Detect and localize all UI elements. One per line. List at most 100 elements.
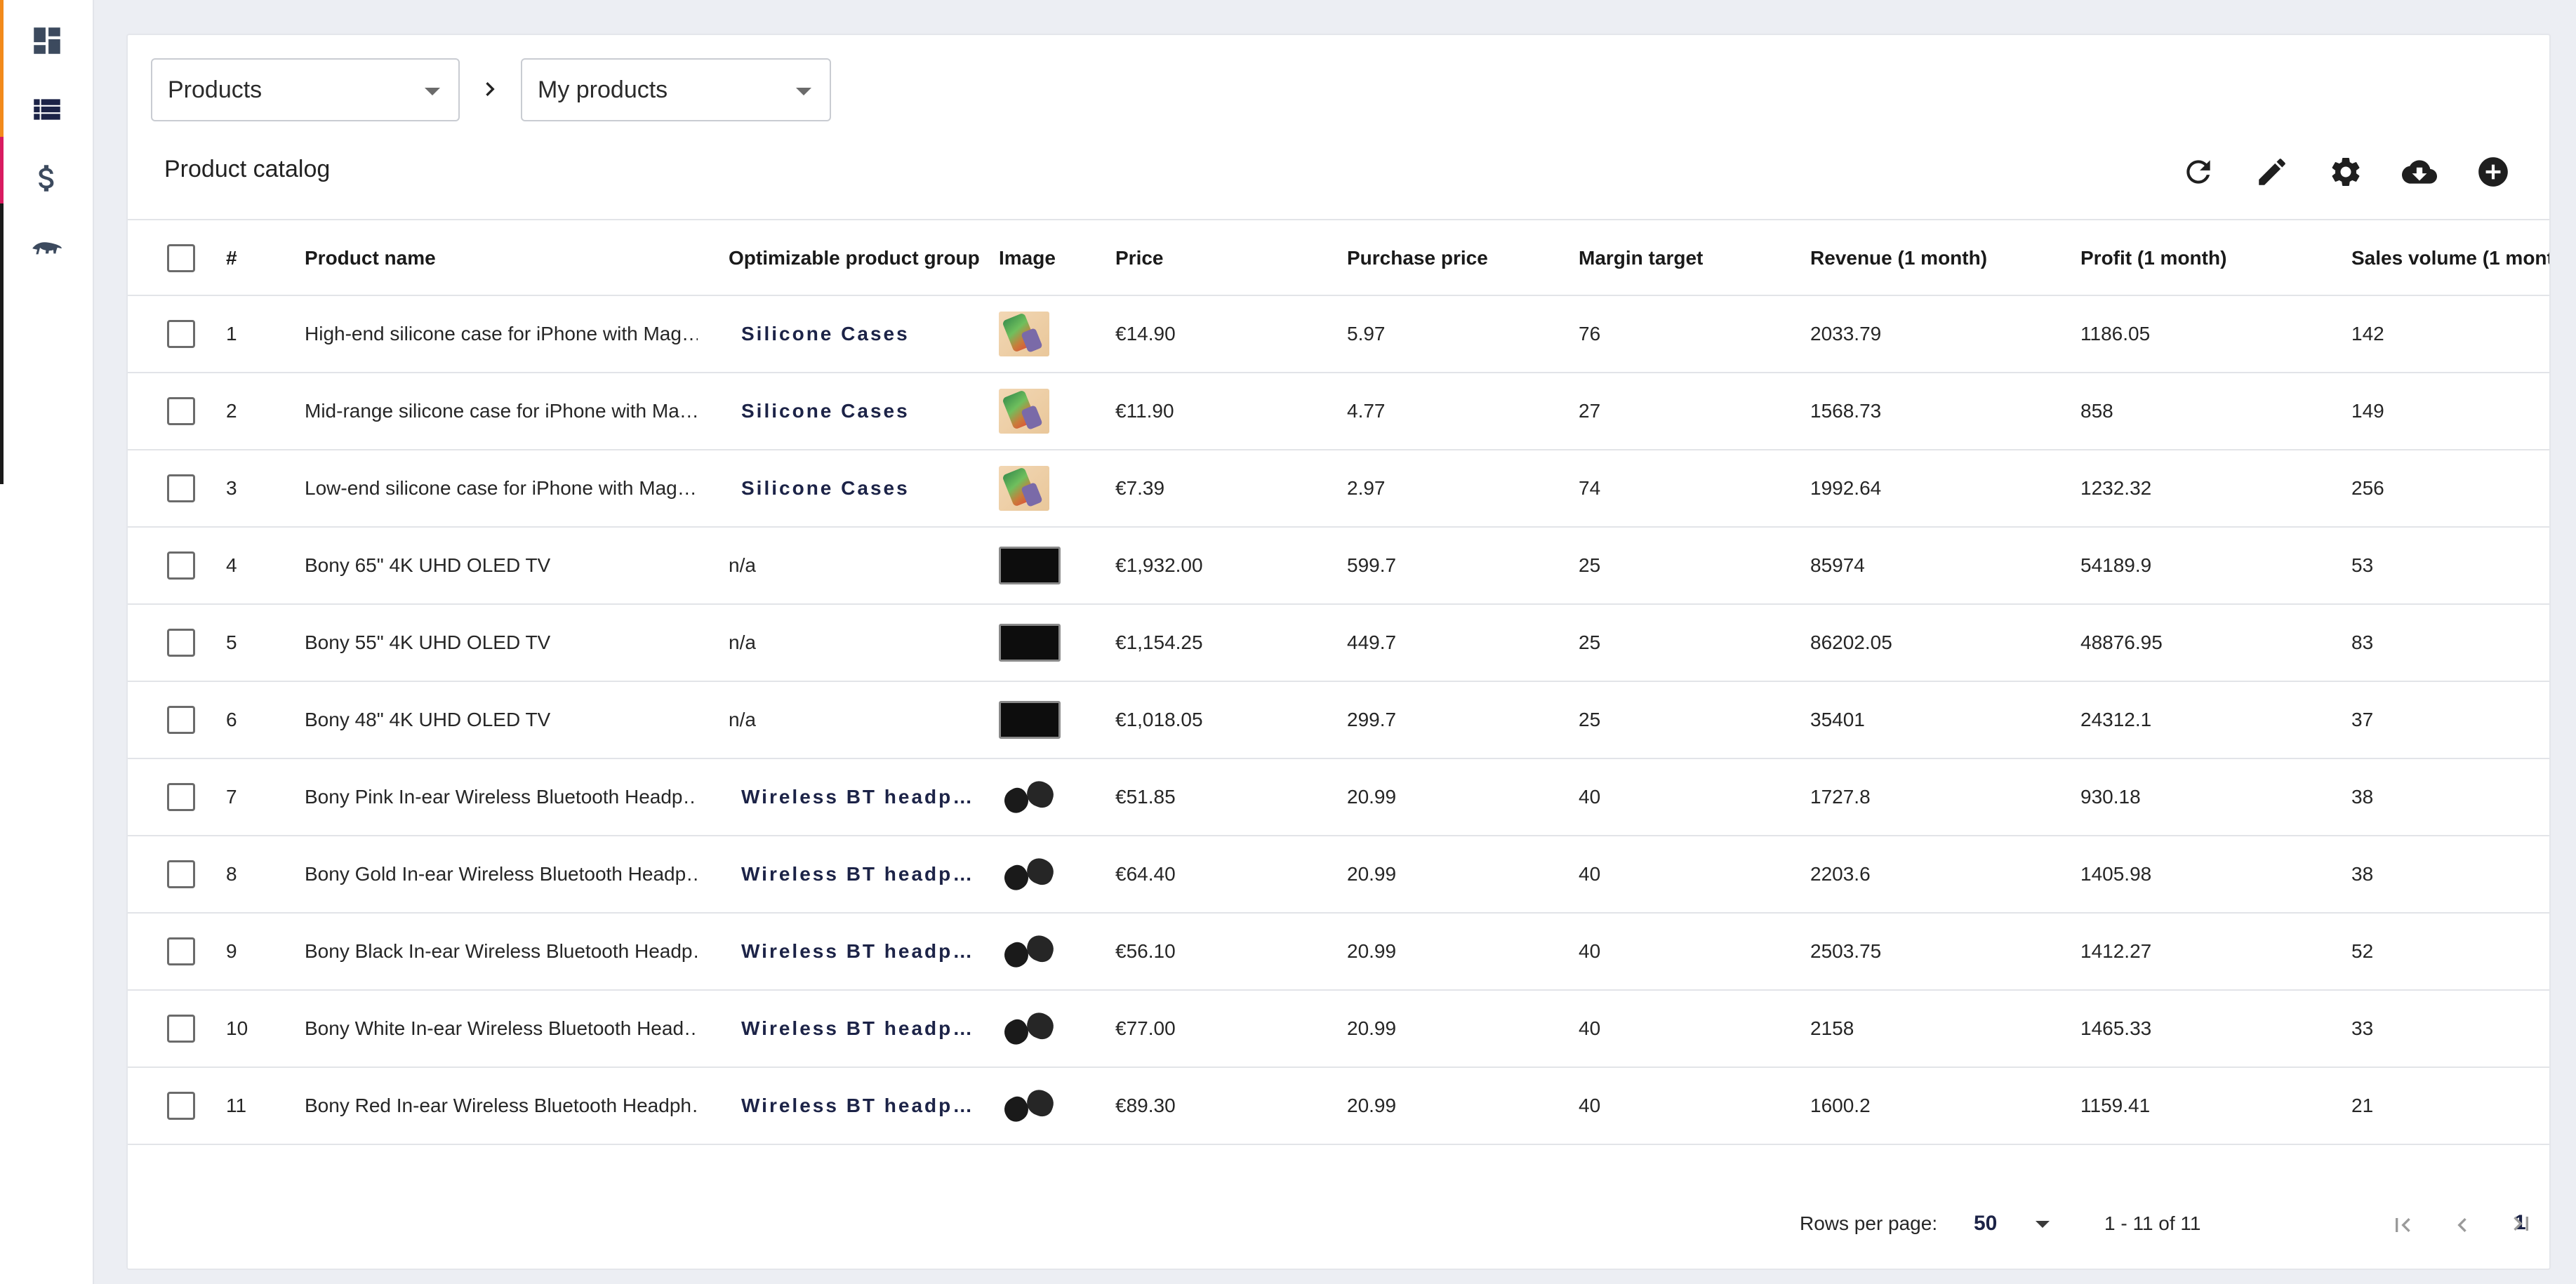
cell-product-name[interactable]: Bony White In-ear Wireless Bluetooth Hea…: [305, 1017, 698, 1039]
product-thumbnail[interactable]: [999, 312, 1049, 356]
previous-page-button[interactable]: [2443, 1205, 2482, 1245]
product-group-link[interactable]: Wireless BT headp…: [741, 786, 975, 808]
cell-product-name[interactable]: High-end silicone case for iPhone with M…: [305, 323, 698, 345]
product-group-link[interactable]: Wireless BT headp…: [741, 940, 975, 962]
row-checkbox[interactable]: [167, 937, 195, 965]
cell-product-name[interactable]: Bony Black In-ear Wireless Bluetooth Hea…: [305, 940, 698, 962]
rows-per-page-select[interactable]: 50: [1974, 1201, 2058, 1246]
row-checkbox[interactable]: [167, 860, 195, 888]
cell-profit: 1412.27: [2080, 940, 2152, 962]
cell-product-name[interactable]: Bony 55" 4K UHD OLED TV: [305, 631, 551, 653]
product-group-link[interactable]: Wireless BT headp…: [741, 1017, 975, 1039]
cell-margin-target: 25: [1579, 554, 1601, 576]
row-checkbox[interactable]: [167, 551, 195, 580]
column-header-product-name[interactable]: Product name: [305, 247, 436, 269]
first-page-button[interactable]: [2383, 1205, 2422, 1245]
column-header-sales-volume[interactable]: Sales volume (1 month): [2351, 247, 2551, 269]
last-page-button[interactable]: [2502, 1204, 2541, 1243]
cell-product-group: n/a: [729, 605, 988, 681]
cell-purchase-price: 4.77: [1347, 400, 1386, 422]
cell-image: [999, 296, 1104, 372]
column-header-price[interactable]: Price: [1115, 247, 1164, 269]
column-header-image[interactable]: Image: [999, 247, 1056, 269]
table-row[interactable]: 3 Low-end silicone case for iPhone with M…: [128, 450, 2549, 528]
edit-icon: [2259, 159, 2285, 185]
table-row[interactable]: 9 Bony Black In-ear Wireless Bluetooth He…: [128, 914, 2549, 991]
product-thumbnail[interactable]: [999, 852, 1061, 897]
column-header-profit[interactable]: Profit (1 month): [2080, 247, 2227, 269]
cell-product-name[interactable]: Low-end silicone case for iPhone with Ma…: [305, 477, 697, 499]
cell-image: [999, 450, 1104, 526]
cell-product-group: Silicone Cases: [729, 296, 988, 372]
product-thumbnail[interactable]: [999, 389, 1049, 434]
column-header-product-group[interactable]: Optimizable product group: [729, 247, 980, 269]
product-thumbnail[interactable]: [999, 701, 1061, 739]
product-thumbnail[interactable]: [999, 547, 1061, 584]
table-row[interactable]: 10 Bony White In-ear Wireless Bluetooth H…: [128, 991, 2549, 1068]
caret-down-icon: [2036, 1221, 2050, 1228]
product-group-link[interactable]: Silicone Cases: [741, 400, 910, 422]
product-thumbnail[interactable]: [999, 466, 1049, 511]
column-header-purchase-price[interactable]: Purchase price: [1347, 247, 1488, 269]
product-thumbnail[interactable]: [999, 1083, 1061, 1128]
cell-image: [999, 836, 1104, 912]
category-select[interactable]: Products: [151, 58, 460, 121]
cell-purchase-price: 20.99: [1347, 940, 1397, 962]
cell-product-name[interactable]: Bony Pink In-ear Wireless Bluetooth Head…: [305, 786, 698, 808]
row-checkbox[interactable]: [167, 783, 195, 811]
select-all-checkbox[interactable]: [167, 244, 195, 272]
sidebar-item-products[interactable]: [0, 76, 94, 143]
cell-image: [999, 682, 1104, 758]
settings-icon: [2332, 158, 2360, 186]
product-group-link[interactable]: Wireless BT headp…: [741, 863, 975, 885]
column-header-number[interactable]: #: [226, 247, 237, 269]
cell-product-name[interactable]: Bony 65" 4K UHD OLED TV: [305, 554, 551, 576]
table-row[interactable]: 2 Mid-range silicone case for iPhone with…: [128, 373, 2549, 450]
row-checkbox[interactable]: [167, 706, 195, 734]
cell-product-group: Silicone Cases: [729, 450, 988, 526]
product-thumbnail[interactable]: [999, 929, 1061, 974]
product-group-link[interactable]: Silicone Cases: [741, 323, 910, 345]
settings-button[interactable]: [2323, 149, 2368, 194]
product-group-link[interactable]: Silicone Cases: [741, 477, 910, 499]
table-row[interactable]: 8 Bony Gold In-ear Wireless Bluetooth Hea…: [128, 836, 2549, 914]
product-group-link[interactable]: Wireless BT headp…: [741, 1095, 975, 1116]
row-checkbox[interactable]: [167, 397, 195, 425]
cell-product-name[interactable]: Bony Gold In-ear Wireless Bluetooth Head…: [305, 863, 698, 885]
add-product-button[interactable]: [2471, 149, 2516, 194]
cell-product-name[interactable]: Mid-range silicone case for iPhone with …: [305, 400, 698, 422]
cell-product-name[interactable]: Bony Red In-ear Wireless Bluetooth Headp…: [305, 1095, 698, 1116]
cell-sales-volume: 33: [2351, 1017, 2374, 1039]
view-select[interactable]: My products: [521, 58, 831, 121]
row-checkbox[interactable]: [167, 1015, 195, 1043]
row-checkbox[interactable]: [167, 629, 195, 657]
table-row[interactable]: 1 High-end silicone case for iPhone with …: [128, 296, 2549, 373]
cell-margin-target: 40: [1579, 786, 1601, 808]
table-row[interactable]: 4 Bony 65" 4K UHD OLED TV €1,932.00 599.7 25…: [128, 528, 2549, 605]
table-row[interactable]: 5 Bony 55" 4K UHD OLED TV €1,154.25 449.7 25…: [128, 605, 2549, 682]
list-icon: [34, 99, 60, 120]
product-thumbnail[interactable]: [999, 1006, 1061, 1051]
cell-purchase-price: 20.99: [1347, 863, 1397, 885]
download-button[interactable]: [2397, 149, 2442, 194]
cell-sales-volume: 52: [2351, 940, 2374, 962]
refresh-button[interactable]: [2176, 149, 2221, 194]
row-checkbox[interactable]: [167, 320, 195, 348]
cell-product-group: Silicone Cases: [729, 373, 988, 449]
edit-button[interactable]: [2250, 149, 2295, 194]
cell-product-name[interactable]: Bony 48" 4K UHD OLED TV: [305, 709, 551, 730]
row-checkbox[interactable]: [167, 1092, 195, 1120]
cell-number: 5: [226, 631, 237, 653]
table-row[interactable]: 7 Bony Pink In-ear Wireless Bluetooth Hea…: [128, 759, 2549, 836]
column-header-margin-target[interactable]: Margin target: [1579, 247, 1704, 269]
sidebar-item-anteater[interactable]: [0, 213, 94, 281]
sidebar-item-pricing[interactable]: [0, 145, 94, 212]
row-checkbox[interactable]: [167, 474, 195, 502]
sidebar-item-dashboard[interactable]: [0, 7, 94, 74]
product-thumbnail[interactable]: [999, 775, 1061, 820]
table-row[interactable]: 6 Bony 48" 4K UHD OLED TV €1,018.05 299.7 25…: [128, 682, 2549, 759]
product-thumbnail[interactable]: [999, 624, 1061, 662]
column-header-revenue[interactable]: Revenue (1 month): [1810, 247, 1988, 269]
table-row[interactable]: 11 Bony Red In-ear Wireless Bluetooth Hea…: [128, 1068, 2549, 1145]
cell-purchase-price: 599.7: [1347, 554, 1397, 576]
